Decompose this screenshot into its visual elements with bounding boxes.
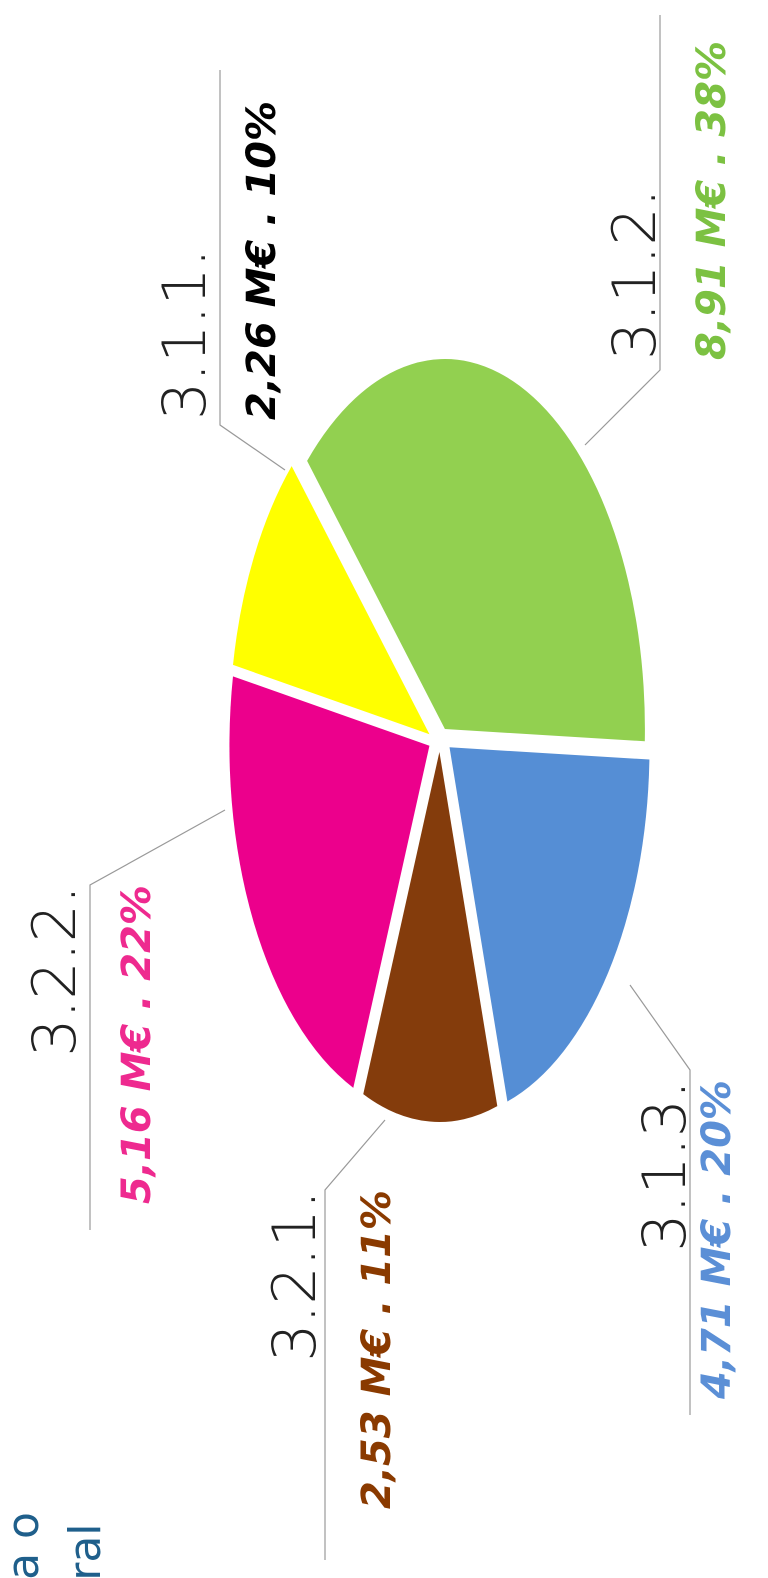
slice-value-label: 2,26 M€ . 10%	[239, 101, 285, 420]
slice-value-label: 8,91 M€ . 38%	[689, 41, 735, 360]
slice-name: 3.1.2.	[600, 188, 670, 360]
slice-value-label: 2,53 M€ . 11%	[354, 1190, 400, 1509]
slice-name: 3.2.2.	[20, 885, 90, 1057]
title-fragment: ra o	[0, 1512, 49, 1578]
title-fragment: tral	[60, 1523, 111, 1578]
slice-value-label: 4,71 M€ . 20%	[694, 1080, 740, 1400]
slice-name: 3.1.1.	[150, 248, 220, 420]
slice-name: 3.1.3.	[630, 1080, 700, 1252]
chart: ra otral 3.1.1. 2,26 M€ . 10% 3.1.2. 8,91 M€…	[0, 0, 768, 1578]
slice-name: 3.2.1.	[260, 1190, 330, 1362]
slice-value-label: 5,16 M€ . 22%	[114, 885, 160, 1204]
